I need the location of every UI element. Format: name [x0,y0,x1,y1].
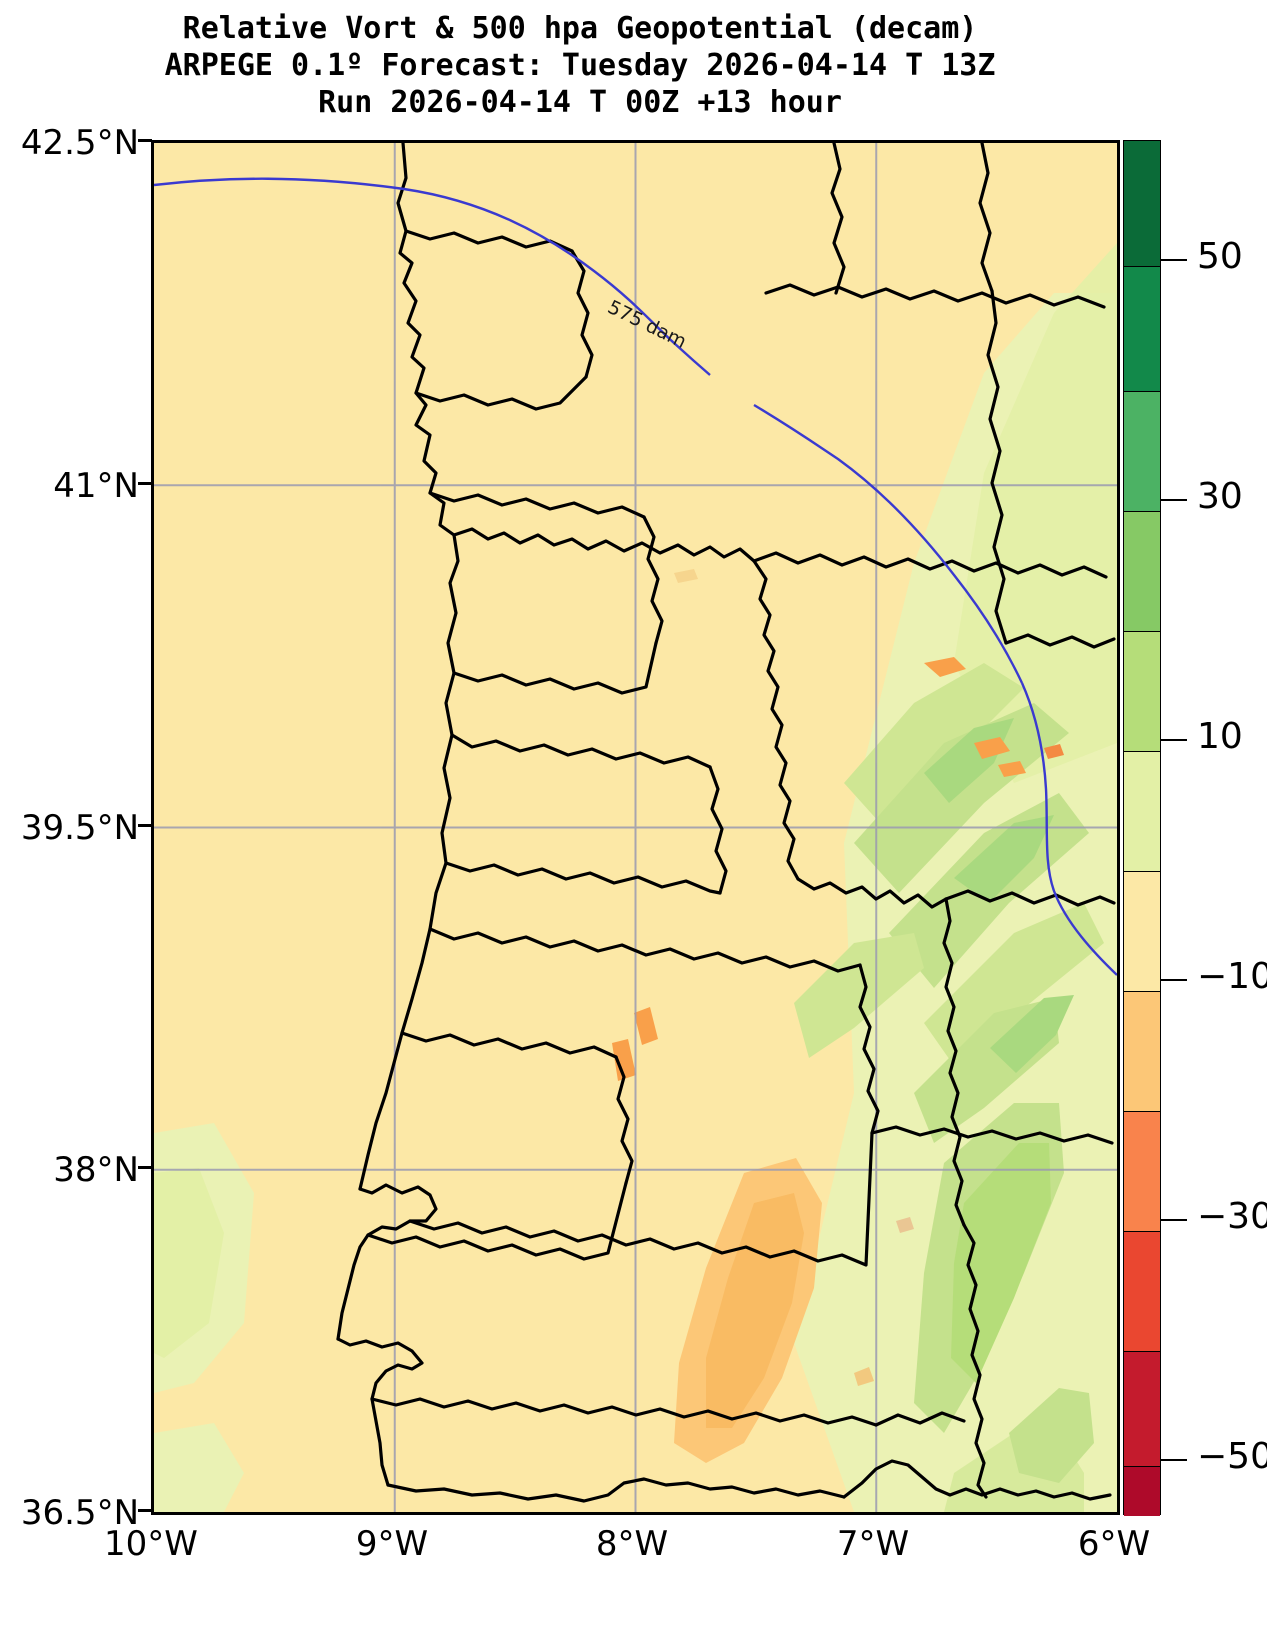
colorbar-tickmark-1 [1161,499,1187,501]
colorbar-tickmark-3 [1161,979,1187,981]
colorbar-band-4 [1124,631,1160,751]
x-tick-label-3: 7°W [836,1524,910,1564]
title-line-2: ARPEGE 0.1º Forecast: Tuesday 2026-04-14… [164,48,996,83]
map-plot-area[interactable]: 575 dam [151,140,1120,1515]
colorbar-separator [1124,266,1160,267]
colorbar-band-3 [1124,511,1160,631]
colorbar-separator [1124,751,1160,752]
x-tick-label-1: 9°W [355,1524,429,1564]
y-tickmark-0 [138,139,152,142]
y-tick-label-2: 39.5°N [20,808,139,848]
colorbar-separator [1124,391,1160,392]
y-tickmark-1 [138,482,152,485]
colorbar-tick-label-0: 50 [1197,236,1243,277]
title-line-3: Run 2026-04-14 T 00Z +13 hour [318,85,842,120]
x-tick-label-4: 6°W [1077,1524,1151,1564]
chart-title-block: Relative Vort & 500 hpa Geopotential (de… [0,10,1160,121]
colorbar-tickmark-4 [1161,1219,1187,1221]
y-tick-label-0: 42.5°N [20,123,139,163]
y-tick-label-1: 41°N [53,466,139,506]
colorbar-tick-label-3: −10 [1197,956,1267,997]
colorbar-separator [1124,1351,1160,1352]
colorbar-band-2 [1124,391,1160,511]
y-tickmark-4 [138,1509,152,1512]
geopotential-contour-layer [154,177,1117,976]
colorbar-separator [1124,631,1160,632]
y-tickmark-2 [138,824,152,827]
colorbar-tickmark-2 [1161,739,1187,741]
x-tick-label-2: 8°W [595,1524,669,1564]
colorbar-band-10 [1124,1351,1160,1466]
colorbar-band-8 [1124,1111,1160,1231]
x-tick-label-0: 10°W [104,1524,198,1564]
colorbar-tick-label-1: 30 [1197,476,1243,517]
colorbar-separator [1124,1111,1160,1112]
coastline-borders-layer [336,143,1116,1503]
colorbar-tickmark-5 [1161,1459,1187,1461]
y-tick-label-4: 36.5°N [20,1493,139,1533]
y-tick-label-3: 38°N [53,1150,139,1190]
colorbar-band-0 [1124,141,1160,266]
graticule-gridlines [154,143,1117,1512]
colorbar-separator [1124,991,1160,992]
y-tickmark-3 [138,1166,152,1169]
map-canvas: 575 dam [154,143,1117,1512]
colorbar-tickmark-0 [1161,259,1187,261]
colorbar-separator [1124,1466,1160,1467]
colorbar-band-7 [1124,991,1160,1111]
colorbar-band-9 [1124,1231,1160,1351]
colorbar[interactable] [1123,140,1161,1516]
colorbar-tick-label-2: 10 [1197,716,1243,757]
colorbar-separator [1124,1231,1160,1232]
colorbar-band-6 [1124,871,1160,991]
colorbar-tick-label-5: −50 [1197,1436,1267,1477]
colorbar-separator [1124,871,1160,872]
colorbar-separator [1124,511,1160,512]
colorbar-tick-label-4: −30 [1197,1196,1267,1237]
colorbar-band-11 [1124,1466,1160,1516]
colorbar-band-5 [1124,751,1160,871]
title-line-1: Relative Vort & 500 hpa Geopotential (de… [182,11,978,46]
colorbar-band-1 [1124,266,1160,391]
